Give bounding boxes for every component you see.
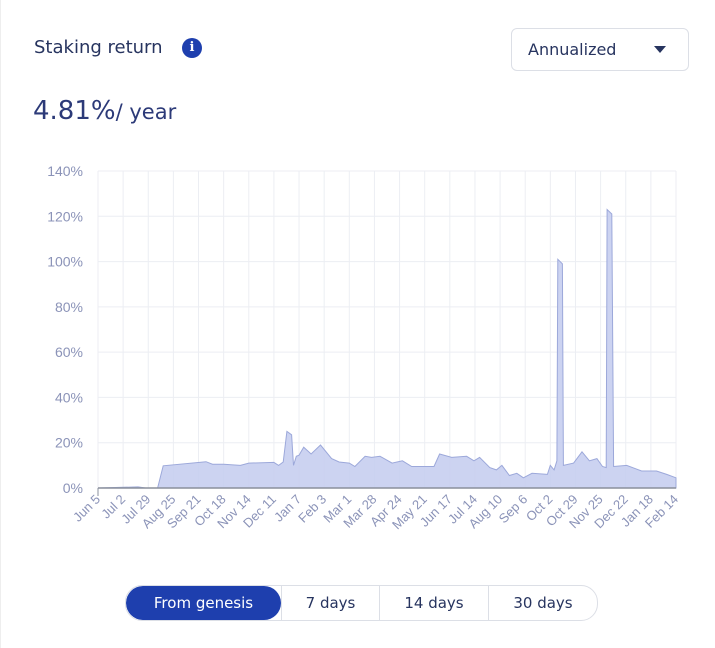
- return-area: [97, 208, 677, 489]
- y-tick-label: 120%: [47, 208, 83, 224]
- range-30-days-button[interactable]: 30 days: [488, 586, 597, 620]
- y-tick-label: 140%: [47, 163, 83, 179]
- x-tick-label: Jun 5: [70, 492, 103, 525]
- return-value: 4.81%/ year: [33, 96, 176, 126]
- y-tick-label: 80%: [55, 299, 83, 315]
- y-tick-label: 100%: [47, 254, 83, 270]
- return-unit: / year: [115, 100, 177, 124]
- info-icon[interactable]: i: [182, 38, 202, 58]
- x-tick-label: Sep 6: [496, 492, 531, 527]
- caret-down-icon: [654, 46, 666, 53]
- dropdown-selected-value: Annualized: [528, 40, 617, 59]
- range-selector: From genesis 7 days 14 days 30 days: [125, 585, 598, 621]
- range-7-days-button[interactable]: 7 days: [281, 586, 379, 620]
- y-tick-label: 20%: [55, 435, 83, 451]
- range-from-genesis-button[interactable]: From genesis: [126, 586, 281, 620]
- y-tick-label: 60%: [55, 344, 83, 360]
- return-percent: 4.81%: [33, 96, 116, 126]
- y-tick-label: 40%: [55, 389, 83, 405]
- card-title: Staking return: [34, 37, 163, 58]
- y-tick-label: 0%: [63, 480, 83, 496]
- period-type-dropdown[interactable]: Annualized: [511, 28, 689, 71]
- x-tick-label: Feb 3: [295, 492, 329, 526]
- range-14-days-button[interactable]: 14 days: [379, 586, 488, 620]
